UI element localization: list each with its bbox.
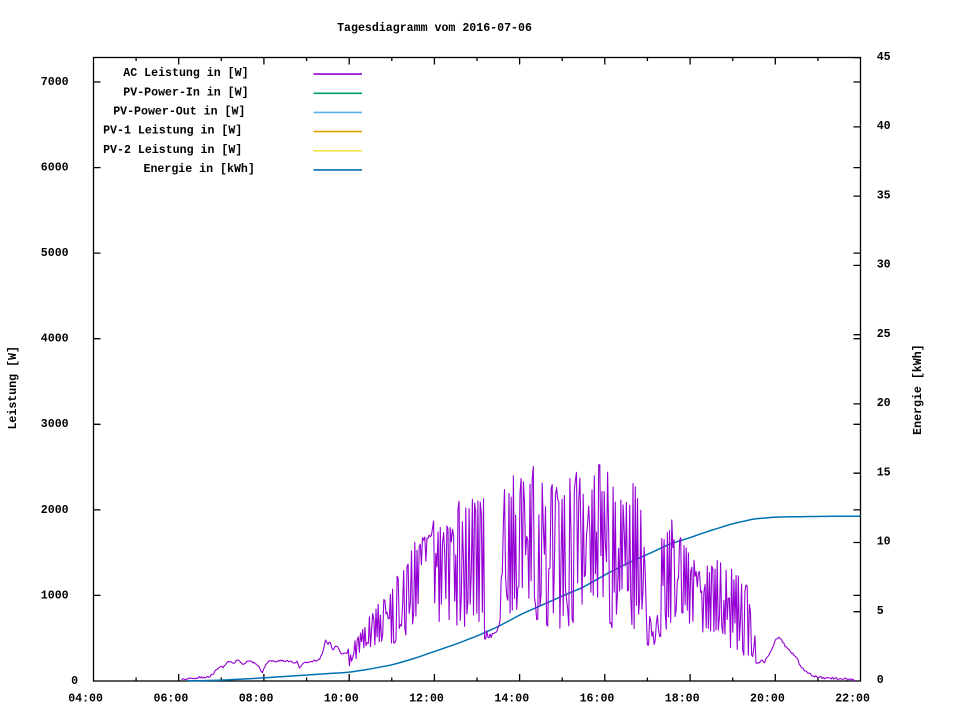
svg-text:06:00: 06:00 — [154, 692, 189, 705]
svg-text:10:00: 10:00 — [324, 692, 359, 705]
svg-text:4000: 4000 — [41, 333, 69, 346]
svg-text:PV-Power-Out in [W]: PV-Power-Out in [W] — [113, 105, 245, 118]
svg-text:35: 35 — [877, 189, 891, 202]
svg-text:22:00: 22:00 — [835, 692, 870, 705]
svg-text:5000: 5000 — [41, 247, 69, 260]
svg-text:PV-Power-In in [W]: PV-Power-In in [W] — [123, 86, 248, 99]
svg-text:Leistung [W]: Leistung [W] — [7, 346, 20, 430]
svg-text:20:00: 20:00 — [750, 692, 785, 705]
svg-text:10: 10 — [877, 536, 891, 549]
svg-text:20: 20 — [877, 397, 891, 410]
svg-text:Energie [kWh]: Energie [kWh] — [912, 344, 925, 434]
svg-text:Energie in [kWh]: Energie in [kWh] — [144, 163, 255, 176]
svg-text:25: 25 — [877, 328, 891, 341]
svg-text:15: 15 — [877, 466, 891, 479]
svg-text:PV-1 Leistung in [W]: PV-1 Leistung in [W] — [103, 125, 242, 138]
svg-text:PV-2 Leistung in [W]: PV-2 Leistung in [W] — [103, 144, 242, 157]
svg-text:18:00: 18:00 — [665, 692, 700, 705]
svg-text:5: 5 — [877, 605, 884, 618]
svg-text:08:00: 08:00 — [239, 692, 274, 705]
svg-text:30: 30 — [877, 259, 891, 272]
svg-text:04:00: 04:00 — [68, 692, 103, 705]
svg-text:14:00: 14:00 — [494, 692, 529, 705]
svg-text:7000: 7000 — [41, 76, 69, 89]
svg-text:1000: 1000 — [41, 589, 69, 602]
svg-text:Tagesdiagramm vom 2016-07-06: Tagesdiagramm vom 2016-07-06 — [337, 22, 532, 35]
svg-text:3000: 3000 — [41, 418, 69, 431]
svg-text:45: 45 — [877, 51, 891, 64]
svg-text:16:00: 16:00 — [580, 692, 615, 705]
svg-text:AC Leistung in [W]: AC Leistung in [W] — [123, 67, 248, 80]
svg-text:40: 40 — [877, 120, 891, 133]
svg-text:0: 0 — [71, 675, 78, 688]
svg-text:12:00: 12:00 — [409, 692, 444, 705]
svg-text:2000: 2000 — [41, 504, 69, 517]
svg-text:6000: 6000 — [41, 162, 69, 175]
svg-text:0: 0 — [877, 674, 884, 687]
